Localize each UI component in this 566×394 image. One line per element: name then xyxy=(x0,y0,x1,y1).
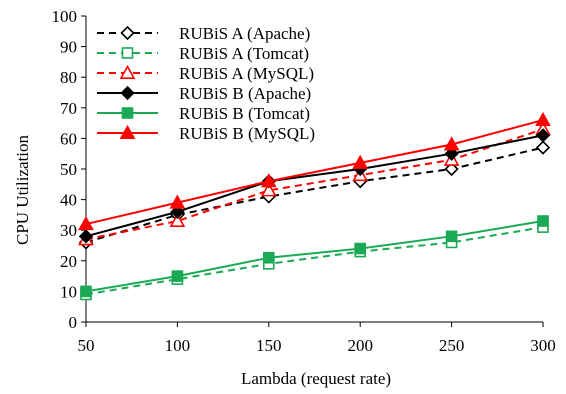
series-line xyxy=(85,226,544,296)
legend-label: RUBiS B (Apache) xyxy=(179,84,311,103)
y-tick-label: 90 xyxy=(60,38,77,57)
legend-entry: RUBiS A (Apache) xyxy=(97,24,310,43)
data-point xyxy=(535,128,551,143)
data-point xyxy=(78,215,94,231)
y-tick-label: 50 xyxy=(60,160,77,179)
x-tick-label: 200 xyxy=(347,336,373,355)
legend-label: RUBiS A (MySQL) xyxy=(179,64,314,83)
x-axis-label: Lambda (request rate) xyxy=(241,369,391,388)
legend-entry: RUBiS A (Tomcat) xyxy=(97,44,309,63)
data-point xyxy=(80,285,92,298)
y-tick-label: 70 xyxy=(60,99,77,118)
y-tick-label: 10 xyxy=(60,282,77,301)
y-tick-label: 40 xyxy=(60,191,77,210)
legend-entry: RUBiS A (MySQL) xyxy=(97,64,314,83)
y-tick-label: 0 xyxy=(69,313,78,332)
data-point xyxy=(262,251,275,264)
legend-label: RUBiS B (Tomcat) xyxy=(179,104,310,123)
data-point xyxy=(260,173,277,188)
data-point xyxy=(354,242,367,255)
legend-label: RUBiS A (Apache) xyxy=(179,24,310,43)
data-point xyxy=(535,140,551,155)
x-tick-label: 50 xyxy=(78,336,95,355)
series-line xyxy=(85,134,544,238)
y-tick-label: 80 xyxy=(60,68,77,87)
data-point xyxy=(444,146,459,161)
data-point xyxy=(171,270,184,282)
legend-marker xyxy=(119,64,136,79)
series-2 xyxy=(80,221,549,301)
data-point xyxy=(535,111,551,127)
y-tick-label: 30 xyxy=(60,221,77,240)
legend-entry: RUBiS B (Apache) xyxy=(97,84,311,103)
legend-label: RUBiS B (MySQL) xyxy=(179,124,315,143)
legend: RUBiS A (Apache)RUBiS A (Tomcat)RUBiS A … xyxy=(97,24,315,143)
data-point xyxy=(537,215,549,227)
series-line xyxy=(85,220,544,293)
legend-marker xyxy=(119,124,136,139)
y-axis-label: CPU Utilization xyxy=(13,134,32,245)
x-tick-label: 150 xyxy=(256,336,282,355)
data-point xyxy=(78,229,94,244)
data-point xyxy=(170,204,185,219)
legend-marker xyxy=(120,85,135,101)
tick-labels: 0 10 20 30 40 50 60 70 80 90 100 50 100 150 200 250 300 xyxy=(52,7,556,355)
legend-entry: RUBiS B (MySQL) xyxy=(97,124,315,143)
legend-entry: RUBiS B (Tomcat) xyxy=(97,104,310,123)
data-point xyxy=(444,161,459,177)
series-line xyxy=(85,119,544,226)
legend-marker xyxy=(121,47,134,59)
data-point xyxy=(445,230,458,243)
series-line xyxy=(85,146,544,244)
series-line xyxy=(85,128,544,241)
legend-marker xyxy=(120,25,135,41)
data-point xyxy=(352,154,369,169)
y-tick-label: 20 xyxy=(60,252,77,271)
series-4 xyxy=(78,128,551,244)
x-tick-label: 250 xyxy=(439,336,465,355)
x-tick-label: 300 xyxy=(530,336,556,355)
data-point xyxy=(260,182,277,197)
data-point xyxy=(169,194,186,209)
data-point xyxy=(443,136,460,151)
data-series xyxy=(78,111,551,301)
axes xyxy=(85,16,543,323)
data-point xyxy=(169,212,186,228)
legend-label: RUBiS A (Tomcat) xyxy=(179,44,309,63)
series-6 xyxy=(78,111,551,231)
legend-marker xyxy=(121,107,134,119)
x-tick-label: 100 xyxy=(165,336,191,355)
series-5 xyxy=(80,215,549,298)
y-tick-label: 60 xyxy=(60,129,77,148)
y-tick-label: 100 xyxy=(52,7,78,26)
